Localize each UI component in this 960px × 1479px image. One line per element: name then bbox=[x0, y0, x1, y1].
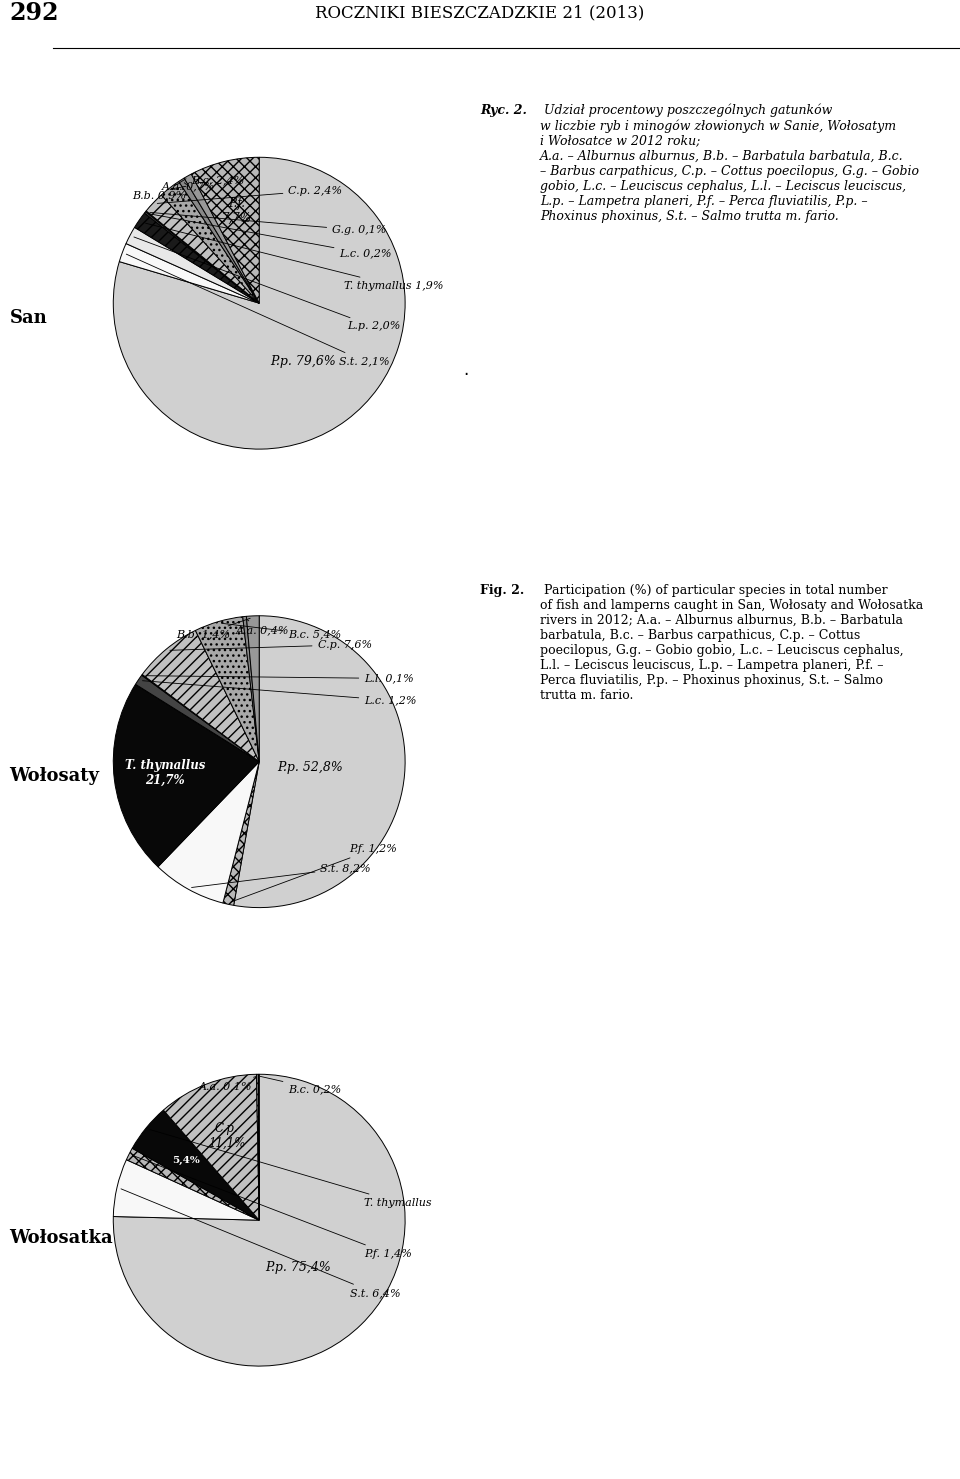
Text: L.l. 0,1%: L.l. 0,1% bbox=[146, 673, 414, 683]
Text: Wołosatka: Wołosatka bbox=[10, 1229, 113, 1247]
Text: .: . bbox=[463, 361, 468, 379]
Text: T. thymallus 1,9%: T. thymallus 1,9% bbox=[146, 223, 444, 290]
Wedge shape bbox=[113, 685, 259, 867]
Wedge shape bbox=[146, 211, 259, 303]
Text: T. thymallus: T. thymallus bbox=[150, 1130, 432, 1207]
Text: C.p. 7,6%: C.p. 7,6% bbox=[170, 640, 372, 651]
Wedge shape bbox=[127, 1148, 259, 1220]
Text: B.b. 0,9%: B.b. 0,9% bbox=[132, 179, 186, 200]
Text: P.f. 1,2%: P.f. 1,2% bbox=[231, 845, 397, 902]
Wedge shape bbox=[119, 244, 259, 303]
Text: 5,4%: 5,4% bbox=[172, 1155, 200, 1164]
Text: Ryc. 2.: Ryc. 2. bbox=[480, 104, 527, 117]
Text: A.a. 0,1%: A.a. 0,1% bbox=[199, 1077, 256, 1092]
Wedge shape bbox=[247, 615, 259, 762]
Text: L.c. 0,2%: L.c. 0,2% bbox=[149, 214, 392, 259]
Wedge shape bbox=[113, 1074, 405, 1367]
Wedge shape bbox=[233, 615, 405, 908]
Wedge shape bbox=[223, 762, 259, 905]
Wedge shape bbox=[126, 228, 259, 303]
Wedge shape bbox=[142, 674, 259, 762]
Wedge shape bbox=[113, 1160, 259, 1220]
Wedge shape bbox=[163, 1074, 259, 1220]
Text: B.c. 0,2%: B.c. 0,2% bbox=[260, 1077, 342, 1094]
Wedge shape bbox=[144, 211, 259, 303]
Text: P.f. 1,4%: P.f. 1,4% bbox=[133, 1155, 412, 1259]
Text: L.c. 1,2%: L.c. 1,2% bbox=[142, 680, 417, 705]
Text: Udział procentowy poszczególnych gatunków
w liczbie ryb i minogów złowionych w S: Udział procentowy poszczególnych gatunkó… bbox=[540, 104, 919, 223]
Wedge shape bbox=[161, 182, 259, 303]
Wedge shape bbox=[184, 175, 259, 303]
Text: S.t. 2,1%: S.t. 2,1% bbox=[127, 254, 390, 367]
Wedge shape bbox=[146, 195, 259, 303]
Text: 292: 292 bbox=[10, 1, 60, 25]
Text: G.g. 0,1%: G.g. 0,1% bbox=[150, 213, 387, 235]
Wedge shape bbox=[142, 630, 259, 762]
Wedge shape bbox=[256, 1074, 259, 1220]
Wedge shape bbox=[191, 157, 259, 303]
Text: S.t. 6,4%: S.t. 6,4% bbox=[121, 1189, 400, 1299]
Text: Wołosaty: Wołosaty bbox=[10, 768, 100, 785]
Text: P.p. 79,6%: P.p. 79,6% bbox=[270, 355, 336, 368]
Text: Fig. 2.: Fig. 2. bbox=[480, 584, 524, 598]
Text: C.p.
11,1%: C.p. 11,1% bbox=[208, 1121, 246, 1149]
Wedge shape bbox=[134, 213, 259, 303]
Text: B.c. 2,4%: B.c. 2,4% bbox=[174, 176, 245, 188]
Text: San: San bbox=[10, 309, 47, 327]
Text: A.a. 0,4%: A.a. 0,4% bbox=[235, 620, 289, 636]
Text: P.p. 75,4%: P.p. 75,4% bbox=[265, 1260, 330, 1273]
Text: P.p. 52,8%: P.p. 52,8% bbox=[277, 762, 343, 774]
Wedge shape bbox=[196, 617, 259, 762]
Text: Participation (%) of particular species in total number
of fish and lamperns cau: Participation (%) of particular species … bbox=[540, 584, 924, 703]
Text: ROCZNIKI BIESZCZADZKIE 21 (2013): ROCZNIKI BIESZCZADZKIE 21 (2013) bbox=[315, 4, 645, 21]
Text: A.a. 0,7%: A.a. 0,7% bbox=[162, 182, 215, 191]
Text: S.t. 8,2%: S.t. 8,2% bbox=[192, 864, 372, 887]
Wedge shape bbox=[132, 1111, 259, 1220]
Wedge shape bbox=[243, 617, 259, 762]
Text: B.c. 5,4%: B.c. 5,4% bbox=[222, 623, 342, 639]
Text: C.p. 2,4%: C.p. 2,4% bbox=[157, 186, 343, 204]
Wedge shape bbox=[179, 177, 259, 303]
Wedge shape bbox=[113, 157, 405, 450]
Wedge shape bbox=[135, 676, 259, 762]
Text: B.b. 1,4%: B.b. 1,4% bbox=[176, 618, 251, 639]
Text: T. thymallus
21,7%: T. thymallus 21,7% bbox=[125, 759, 205, 787]
Text: L.p. 2,0%: L.p. 2,0% bbox=[133, 237, 400, 331]
Text: P.f.
7,7%: P.f. 7,7% bbox=[222, 197, 252, 225]
Wedge shape bbox=[158, 762, 259, 904]
